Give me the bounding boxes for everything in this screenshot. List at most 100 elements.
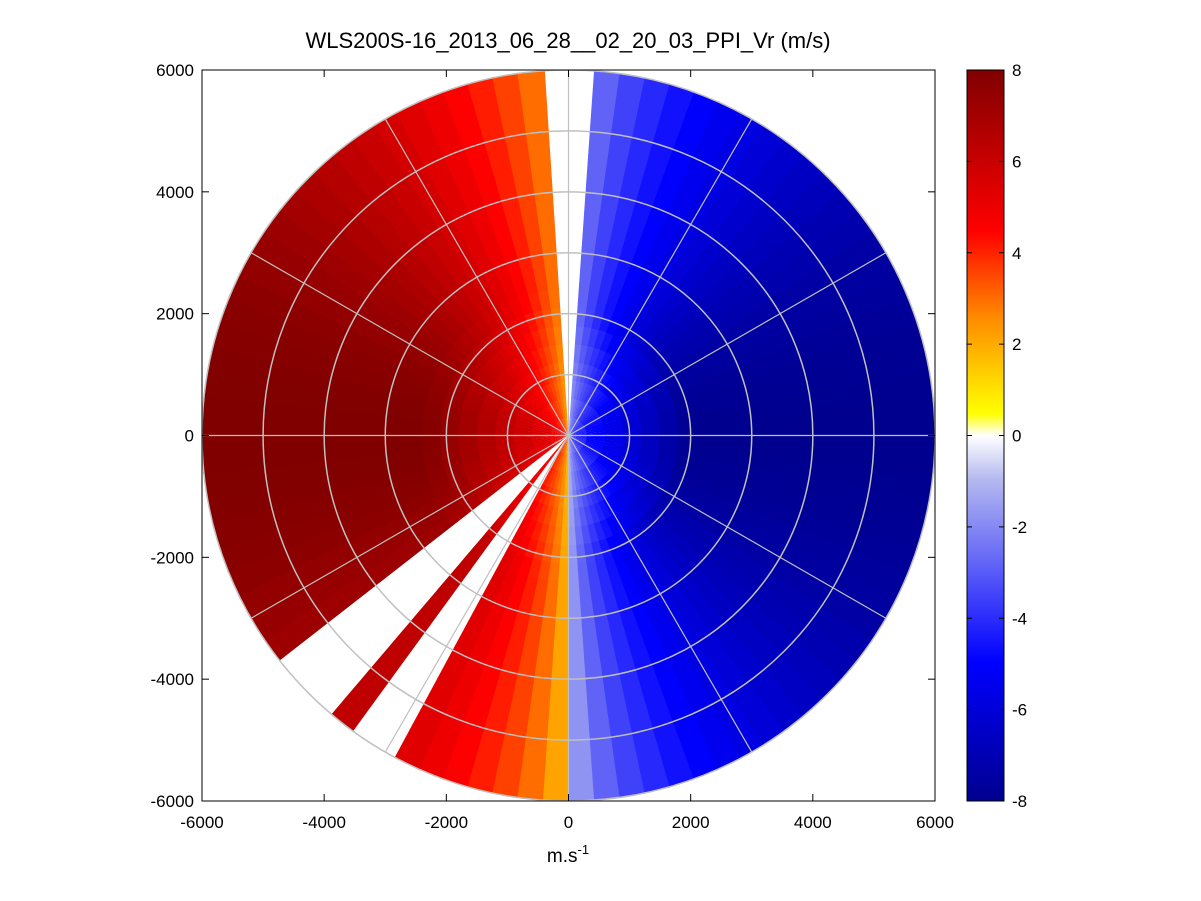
colorbar-tick-label: 2 xyxy=(1012,335,1021,354)
data-cell xyxy=(545,270,560,291)
data-cell xyxy=(545,727,569,747)
data-cell xyxy=(785,394,807,414)
data-cell xyxy=(238,250,268,284)
data-cell xyxy=(708,742,741,771)
data-cell xyxy=(509,685,533,708)
data-cell xyxy=(512,436,533,442)
data-cell xyxy=(707,470,730,488)
data-cell xyxy=(485,331,505,352)
data-cell xyxy=(578,403,591,421)
data-cell xyxy=(685,566,709,591)
data-cell xyxy=(511,163,535,186)
data-cell xyxy=(490,774,521,799)
data-cell xyxy=(875,378,898,405)
data-cell xyxy=(777,361,801,384)
data-cell xyxy=(568,435,582,451)
data-cell xyxy=(655,280,678,303)
data-cell xyxy=(860,402,881,427)
data-cell xyxy=(516,449,536,460)
data-cell xyxy=(842,210,874,243)
data-cell xyxy=(523,538,539,560)
data-cell xyxy=(329,442,350,461)
data-cell xyxy=(647,710,676,736)
data-cell xyxy=(712,406,734,421)
data-cell xyxy=(597,500,612,520)
data-cell xyxy=(540,781,569,801)
data-cell xyxy=(384,440,405,455)
data-cell xyxy=(602,414,622,425)
data-cell xyxy=(695,499,718,519)
data-cell xyxy=(523,724,549,747)
data-cell xyxy=(542,486,554,507)
x-tick-label: -6000 xyxy=(180,813,223,832)
data-cell xyxy=(447,744,478,770)
data-cell xyxy=(547,488,558,508)
data-cell xyxy=(545,468,556,488)
data-cell xyxy=(355,276,382,303)
data-cell xyxy=(583,197,603,219)
data-cell xyxy=(553,381,562,401)
data-cell xyxy=(403,417,423,431)
data-cell xyxy=(537,216,556,237)
data-cell xyxy=(569,398,574,418)
data-cell xyxy=(599,518,614,540)
data-cell xyxy=(588,504,601,525)
data-cell xyxy=(529,392,546,410)
data-cell xyxy=(415,526,439,549)
data-cell xyxy=(806,332,831,358)
x-tick-label: 2000 xyxy=(672,813,710,832)
data-cell xyxy=(588,124,614,147)
data-cell xyxy=(504,462,523,477)
data-cell xyxy=(650,527,671,549)
data-cell xyxy=(477,112,506,137)
data-cell xyxy=(623,624,644,648)
data-cell xyxy=(465,768,497,794)
data-cell xyxy=(466,322,487,344)
data-cell xyxy=(514,418,534,427)
data-cell xyxy=(676,413,697,425)
data-cell xyxy=(654,301,676,324)
data-cell xyxy=(498,548,517,570)
data-cell xyxy=(485,467,506,482)
data-cell xyxy=(854,261,883,293)
data-cell xyxy=(525,614,543,636)
data-cell xyxy=(535,197,555,219)
data-cell xyxy=(631,246,652,269)
data-cell xyxy=(538,485,550,505)
data-cell xyxy=(857,230,888,264)
data-cell xyxy=(533,368,547,388)
data-cell xyxy=(329,409,350,428)
data-cell xyxy=(635,267,656,291)
data-cell xyxy=(623,427,643,434)
data-cell xyxy=(441,403,462,417)
data-cell xyxy=(448,378,470,395)
data-cell xyxy=(605,703,630,726)
data-cell xyxy=(710,507,734,529)
data-cell xyxy=(549,469,559,489)
y-tick-label: 6000 xyxy=(156,61,194,80)
data-cell xyxy=(662,160,690,186)
data-cell xyxy=(662,540,684,563)
colorbar xyxy=(966,69,1005,802)
data-cell xyxy=(598,404,617,418)
data-cell xyxy=(396,100,429,129)
data-cell xyxy=(578,507,588,527)
data-cell xyxy=(515,535,531,557)
data-cell xyxy=(546,403,559,421)
data-cell xyxy=(536,504,549,524)
data-cell xyxy=(730,452,752,469)
data-cell xyxy=(566,727,591,747)
data-cell xyxy=(805,408,826,429)
data-cell xyxy=(875,467,898,495)
data-cell xyxy=(408,516,432,539)
data-cell xyxy=(622,441,643,449)
data-cell xyxy=(490,564,509,587)
data-cell xyxy=(587,143,611,165)
data-cell xyxy=(536,414,554,427)
data-cell xyxy=(694,410,715,423)
data-cell xyxy=(503,127,530,150)
data-cell xyxy=(229,513,255,543)
data-cell xyxy=(536,634,555,655)
data-cell xyxy=(595,632,615,654)
